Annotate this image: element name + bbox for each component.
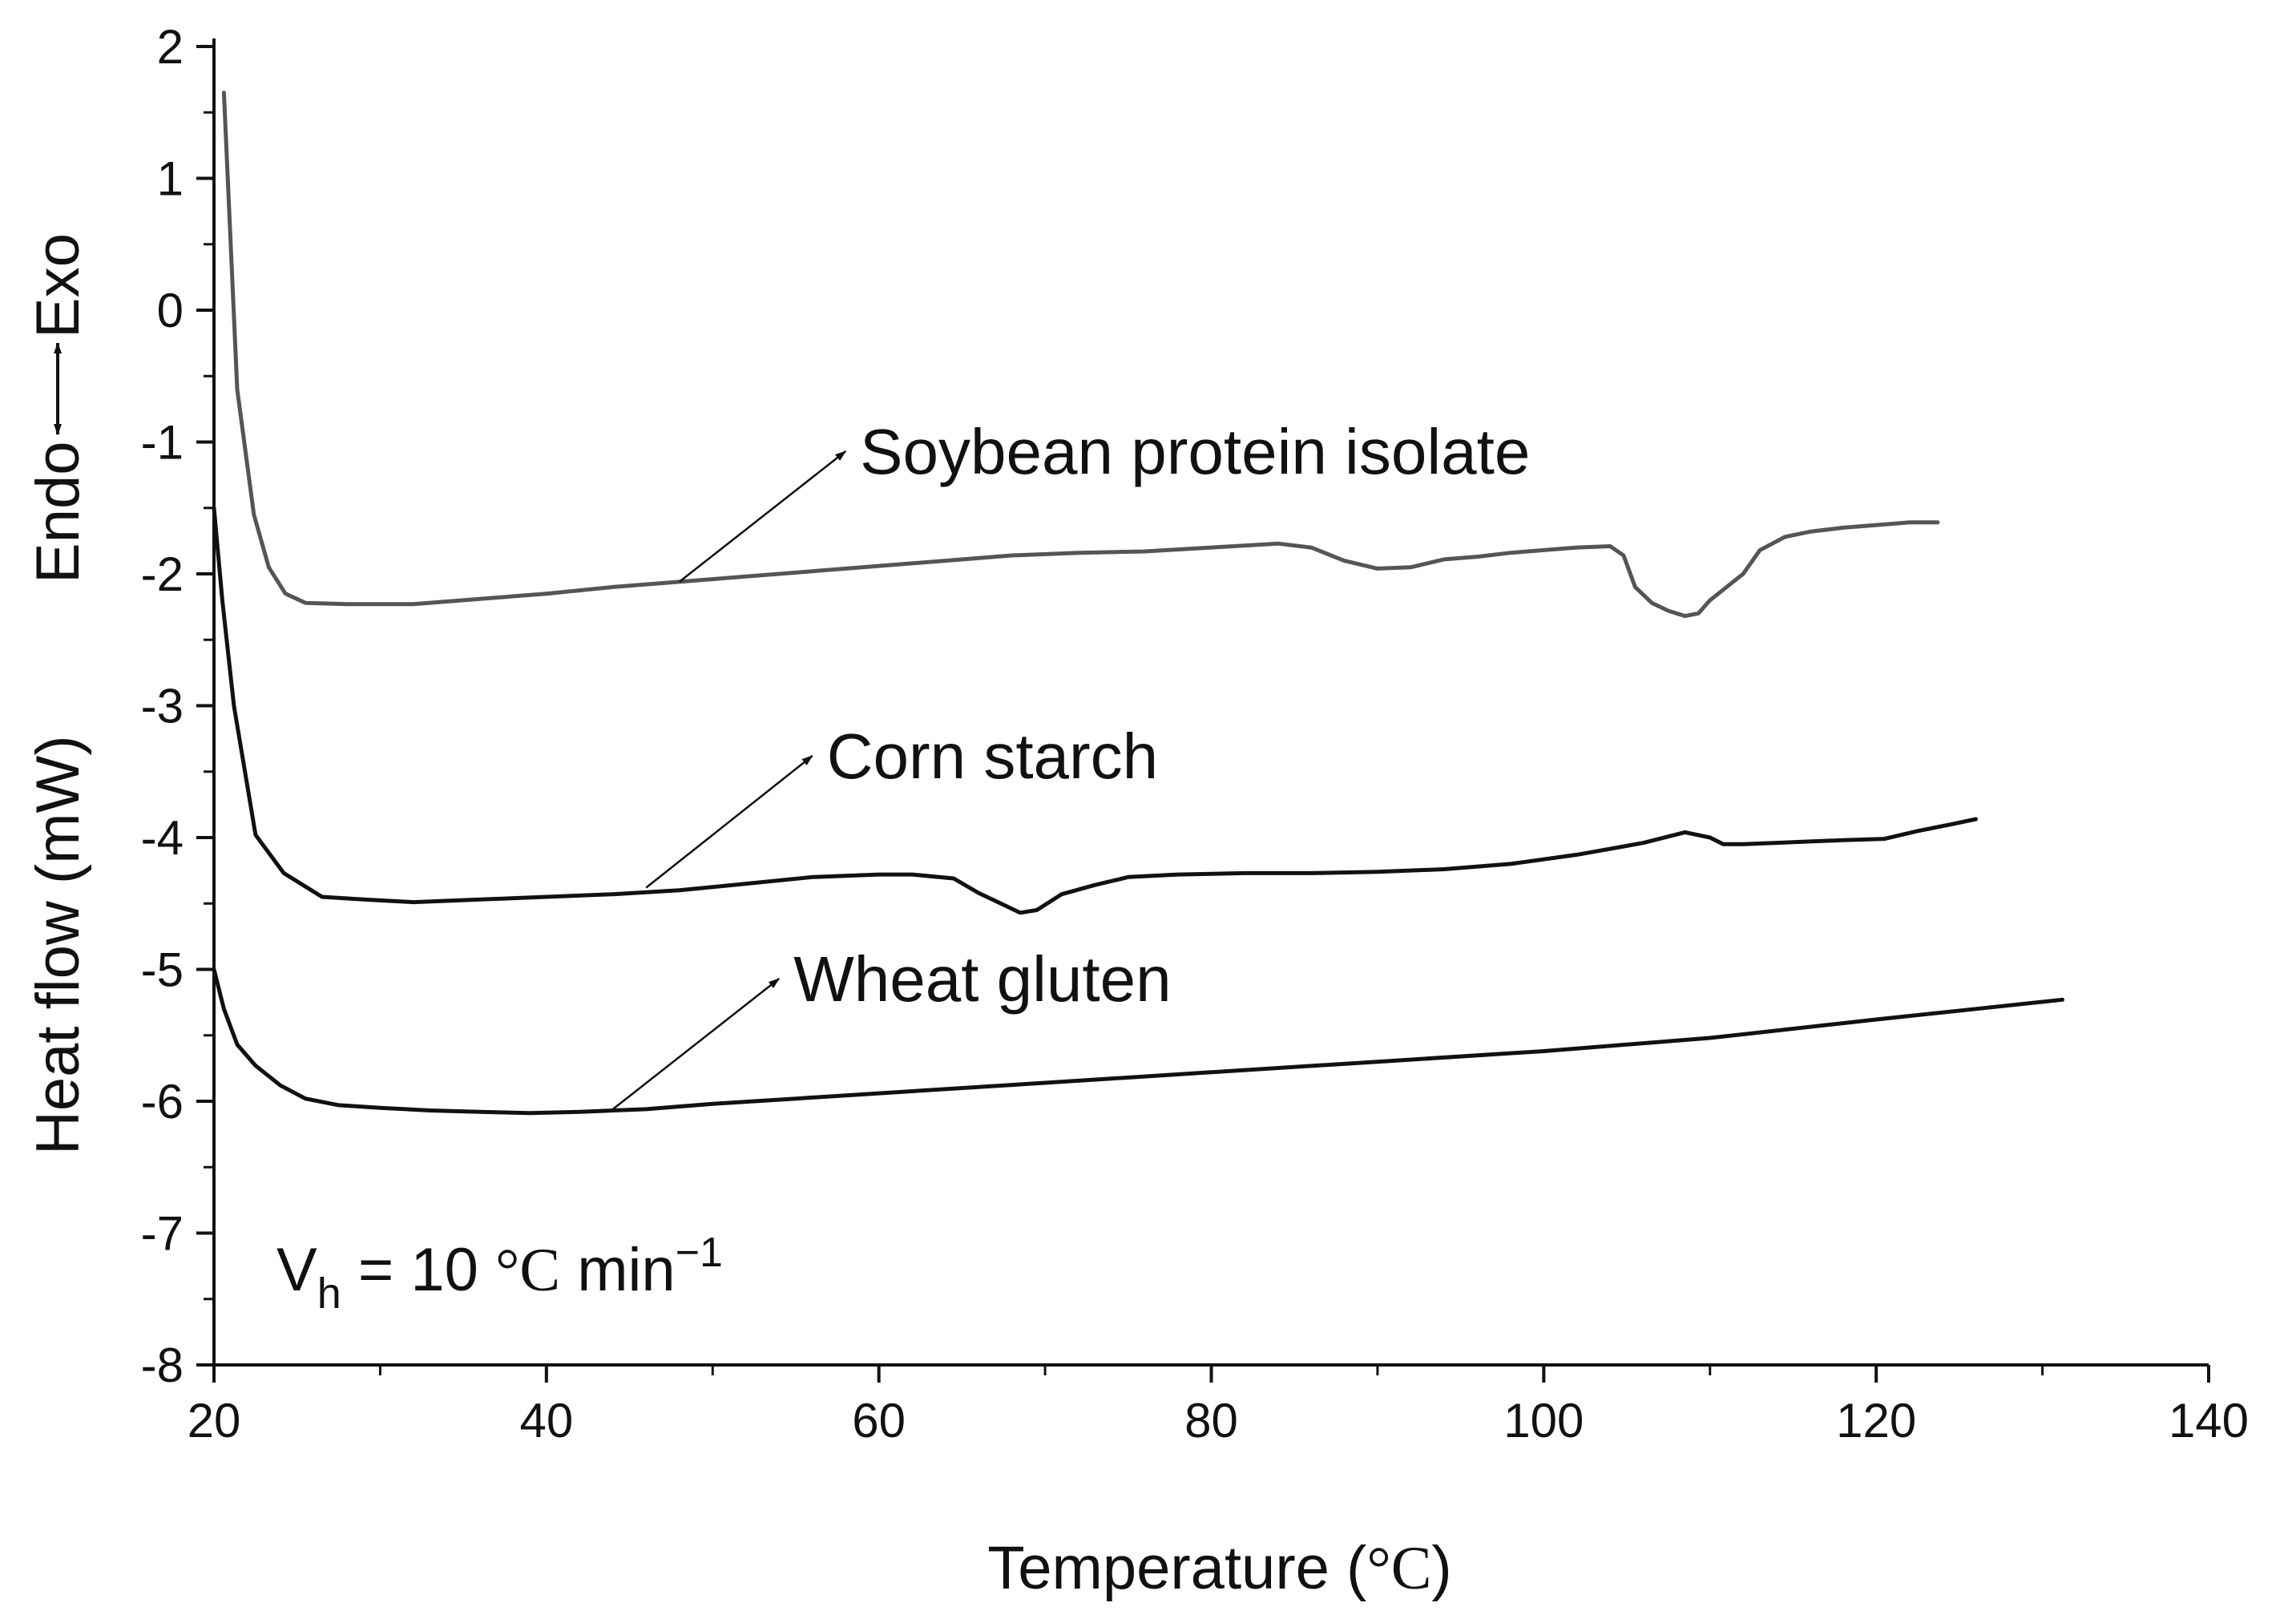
rate-subscript: h (317, 1270, 341, 1318)
y-tick-label: -5 (141, 943, 184, 997)
x-axis-label-close: ) (1431, 1534, 1451, 1602)
rate-unit: °C (495, 1237, 560, 1304)
x-axis-unit: °C (1366, 1535, 1431, 1602)
y-tick-label: 1 (157, 152, 184, 206)
rate-equals: = 10 (341, 1236, 495, 1304)
y-axis-title: Heat flow (mW) (24, 735, 92, 1155)
series-label-text: Soybean protein isolate (860, 416, 1530, 487)
exo-label: Exo (24, 233, 92, 338)
x-axis-label: Temperature (°C) (987, 1534, 1451, 1602)
y-axis-label: Heat flow (mW) (24, 735, 92, 1155)
series-line-1 (221, 91, 1940, 619)
series-line-3 (212, 967, 2064, 1116)
y-tick-label: -7 (141, 1207, 184, 1261)
x-tick-label: 80 (1184, 1394, 1238, 1447)
heating-rate-annotation: Vh = 10 °C min−1 (276, 1229, 723, 1318)
x-tick-label: 120 (1836, 1394, 1916, 1447)
rate-symbol: V (276, 1236, 317, 1304)
y-tick-label: -3 (141, 680, 184, 733)
x-tick-label: 40 (519, 1394, 573, 1447)
y-tick-label: 2 (157, 20, 184, 74)
x-tick-label: 100 (1503, 1394, 1584, 1447)
series-label-text: Wheat gluten (793, 943, 1171, 1015)
series-label-text: Corn starch (827, 721, 1158, 792)
x-axis-label-text: Temperature ( (987, 1534, 1366, 1602)
series-layer (212, 91, 2064, 1116)
x-tick-label: 20 (188, 1394, 241, 1447)
axes-layer: 2 1 0 -1 -2 -3 -4 -5 -6 -7 -820 40 60 80 100 120 140 (141, 20, 2249, 1447)
y-tick-label: -2 (141, 547, 184, 601)
series-label-arrow (612, 978, 781, 1110)
y-tick-label: -1 (141, 416, 184, 470)
series-label-arrow (645, 755, 813, 889)
y-tick-label: -6 (141, 1075, 184, 1128)
y-direction-indicator: Endo Exo (24, 233, 92, 583)
series-line-2 (212, 506, 1979, 915)
rate-min: min (560, 1236, 676, 1304)
x-tick-label: 60 (852, 1394, 906, 1447)
series-label-arrow (678, 450, 846, 583)
series-label-layer: Soybean protein isolate Corn starch Wheat … (612, 416, 1530, 1110)
x-tick-label: 140 (2169, 1394, 2249, 1447)
rate-exponent: −1 (676, 1229, 723, 1276)
y-tick-label: 0 (157, 284, 184, 337)
endo-label: Endo (24, 442, 92, 584)
y-tick-label: -8 (141, 1338, 184, 1392)
y-tick-label: -4 (141, 811, 184, 865)
